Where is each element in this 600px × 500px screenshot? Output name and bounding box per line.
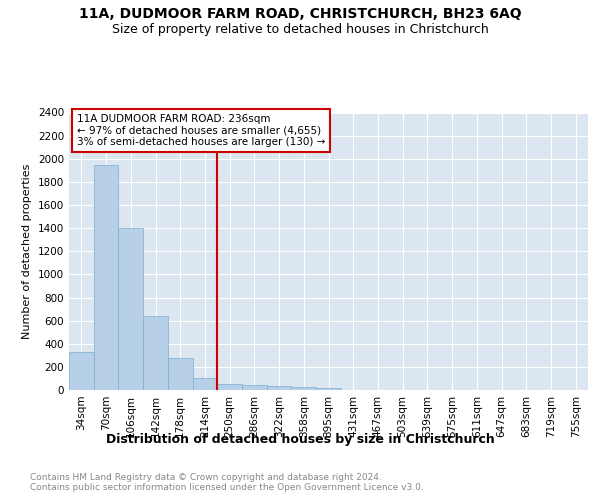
Y-axis label: Number of detached properties: Number of detached properties [22, 164, 32, 339]
Text: 11A, DUDMOOR FARM ROAD, CHRISTCHURCH, BH23 6AQ: 11A, DUDMOOR FARM ROAD, CHRISTCHURCH, BH… [79, 8, 521, 22]
Text: Distribution of detached houses by size in Christchurch: Distribution of detached houses by size … [106, 432, 494, 446]
Text: 11A DUDMOOR FARM ROAD: 236sqm
← 97% of detached houses are smaller (4,655)
3% of: 11A DUDMOOR FARM ROAD: 236sqm ← 97% of d… [77, 114, 325, 147]
Bar [292, 387, 316, 390]
Text: Size of property relative to detached houses in Christchurch: Size of property relative to detached ho… [112, 22, 488, 36]
Bar [168, 358, 193, 390]
Bar [267, 386, 292, 390]
Bar [94, 164, 118, 390]
Bar [217, 384, 242, 390]
Bar [143, 316, 168, 390]
Bar [69, 352, 94, 390]
Bar [118, 228, 143, 390]
Text: Contains HM Land Registry data © Crown copyright and database right 2024.
Contai: Contains HM Land Registry data © Crown c… [30, 472, 424, 492]
Bar [193, 378, 217, 390]
Bar [316, 388, 341, 390]
Bar [242, 385, 267, 390]
